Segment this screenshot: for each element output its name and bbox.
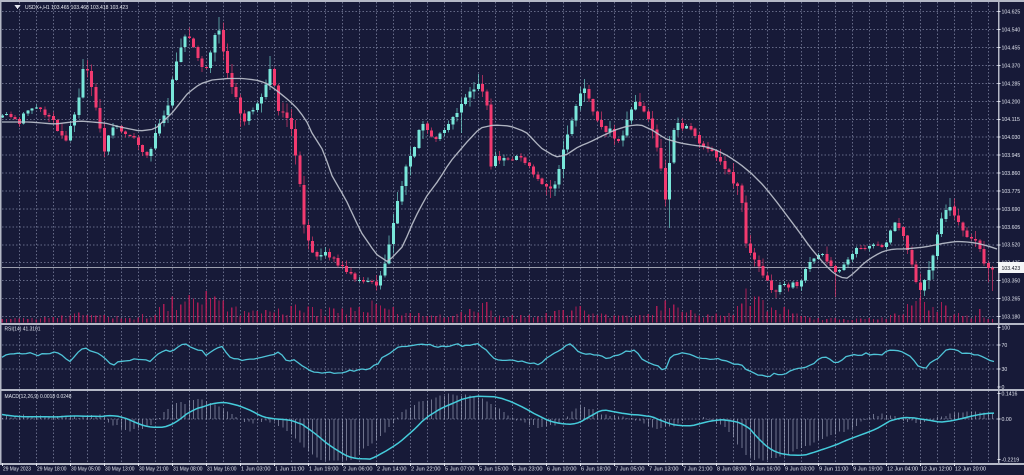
svg-text:100: 100 <box>1002 325 1011 331</box>
svg-text:70: 70 <box>1002 343 1008 349</box>
svg-text:9 Jun 19:00: 9 Jun 19:00 <box>853 466 883 472</box>
svg-text:104.455: 104.455 <box>1002 46 1021 52</box>
svg-text:30 May 21:00: 30 May 21:00 <box>139 466 169 472</box>
svg-text:2 Jun 14:00: 2 Jun 14:00 <box>377 466 407 472</box>
svg-text:7 Jun 05:00: 7 Jun 05:00 <box>615 466 645 472</box>
svg-text:9 Jun 11:00: 9 Jun 11:00 <box>819 466 849 472</box>
svg-text:104.285: 104.285 <box>1002 81 1021 87</box>
svg-text:31 May 16:00: 31 May 16:00 <box>207 466 237 472</box>
svg-text:USDX+,H1 103.465 103.468 103.4: USDX+,H1 103.465 103.468 103.418 103.423 <box>25 5 129 11</box>
svg-text:103.690: 103.690 <box>1002 207 1021 213</box>
svg-text:103.180: 103.180 <box>1002 314 1021 320</box>
svg-text:0.1416: 0.1416 <box>1002 391 1018 397</box>
svg-text:7 Jun 13:00: 7 Jun 13:00 <box>649 466 679 472</box>
svg-text:2 Jun 06:00: 2 Jun 06:00 <box>343 466 373 472</box>
svg-text:12 Jun 04:00: 12 Jun 04:00 <box>887 466 918 472</box>
svg-text:104.030: 104.030 <box>1002 135 1021 141</box>
svg-text:103.945: 103.945 <box>1002 153 1021 159</box>
svg-text:104.625: 104.625 <box>1002 10 1021 16</box>
svg-text:8 Jun 16:00: 8 Jun 16:00 <box>751 466 781 472</box>
svg-text:104.540: 104.540 <box>1002 28 1021 34</box>
svg-text:MACD(12,26,9) 0.0018 0.0248: MACD(12,26,9) 0.0018 0.0248 <box>5 394 72 400</box>
svg-text:103.775: 103.775 <box>1002 189 1021 195</box>
svg-text:9 Jun 03:00: 9 Jun 03:00 <box>785 466 815 472</box>
svg-text:6 Jun 18:00: 6 Jun 18:00 <box>581 466 611 472</box>
svg-text:103.350: 103.350 <box>1002 279 1021 285</box>
svg-text:29 May 18:00: 29 May 18:00 <box>37 466 67 472</box>
svg-text:103.265: 103.265 <box>1002 297 1021 303</box>
svg-text:29 May 2023: 29 May 2023 <box>3 466 31 472</box>
svg-text:104.370: 104.370 <box>1002 63 1021 69</box>
svg-text:12 Jun 20:00: 12 Jun 20:00 <box>955 466 986 472</box>
svg-text:104.115: 104.115 <box>1002 117 1020 123</box>
svg-text:31 May 08:00: 31 May 08:00 <box>173 466 203 472</box>
svg-text:1 Jun 03:00: 1 Jun 03:00 <box>241 466 271 472</box>
svg-text:1 Jun 11:00: 1 Jun 11:00 <box>275 466 305 472</box>
svg-text:6 Jun 10:00: 6 Jun 10:00 <box>547 466 577 472</box>
svg-text:30 May 13:00: 30 May 13:00 <box>105 466 135 472</box>
svg-text:30: 30 <box>1002 367 1008 373</box>
svg-text:0: 0 <box>1002 385 1005 391</box>
svg-text:-0.2219: -0.2219 <box>1002 458 1020 464</box>
svg-text:12 Jun 12:00: 12 Jun 12:00 <box>921 466 952 472</box>
svg-text:8 Jun 08:00: 8 Jun 08:00 <box>717 466 747 472</box>
svg-text:103.423: 103.423 <box>1002 266 1021 272</box>
svg-text:5 Jun 07:00: 5 Jun 07:00 <box>445 466 475 472</box>
svg-text:0.00: 0.00 <box>1002 417 1012 423</box>
svg-text:5 Jun 23:00: 5 Jun 23:00 <box>513 466 543 472</box>
svg-text:103.520: 103.520 <box>1002 243 1021 249</box>
svg-text:104.200: 104.200 <box>1002 99 1021 105</box>
svg-text:103.860: 103.860 <box>1002 171 1021 177</box>
svg-text:2 Jun 22:00: 2 Jun 22:00 <box>411 466 441 472</box>
svg-text:7 Jun 21:00: 7 Jun 21:00 <box>683 466 713 472</box>
svg-text:103.605: 103.605 <box>1002 225 1021 231</box>
svg-text:RSI(14) 41.3101: RSI(14) 41.3101 <box>5 326 41 332</box>
svg-text:5 Jun 15:00: 5 Jun 15:00 <box>479 466 509 472</box>
svg-text:1 Jun 19:00: 1 Jun 19:00 <box>309 466 339 472</box>
svg-text:30 May 05:00: 30 May 05:00 <box>71 466 101 472</box>
